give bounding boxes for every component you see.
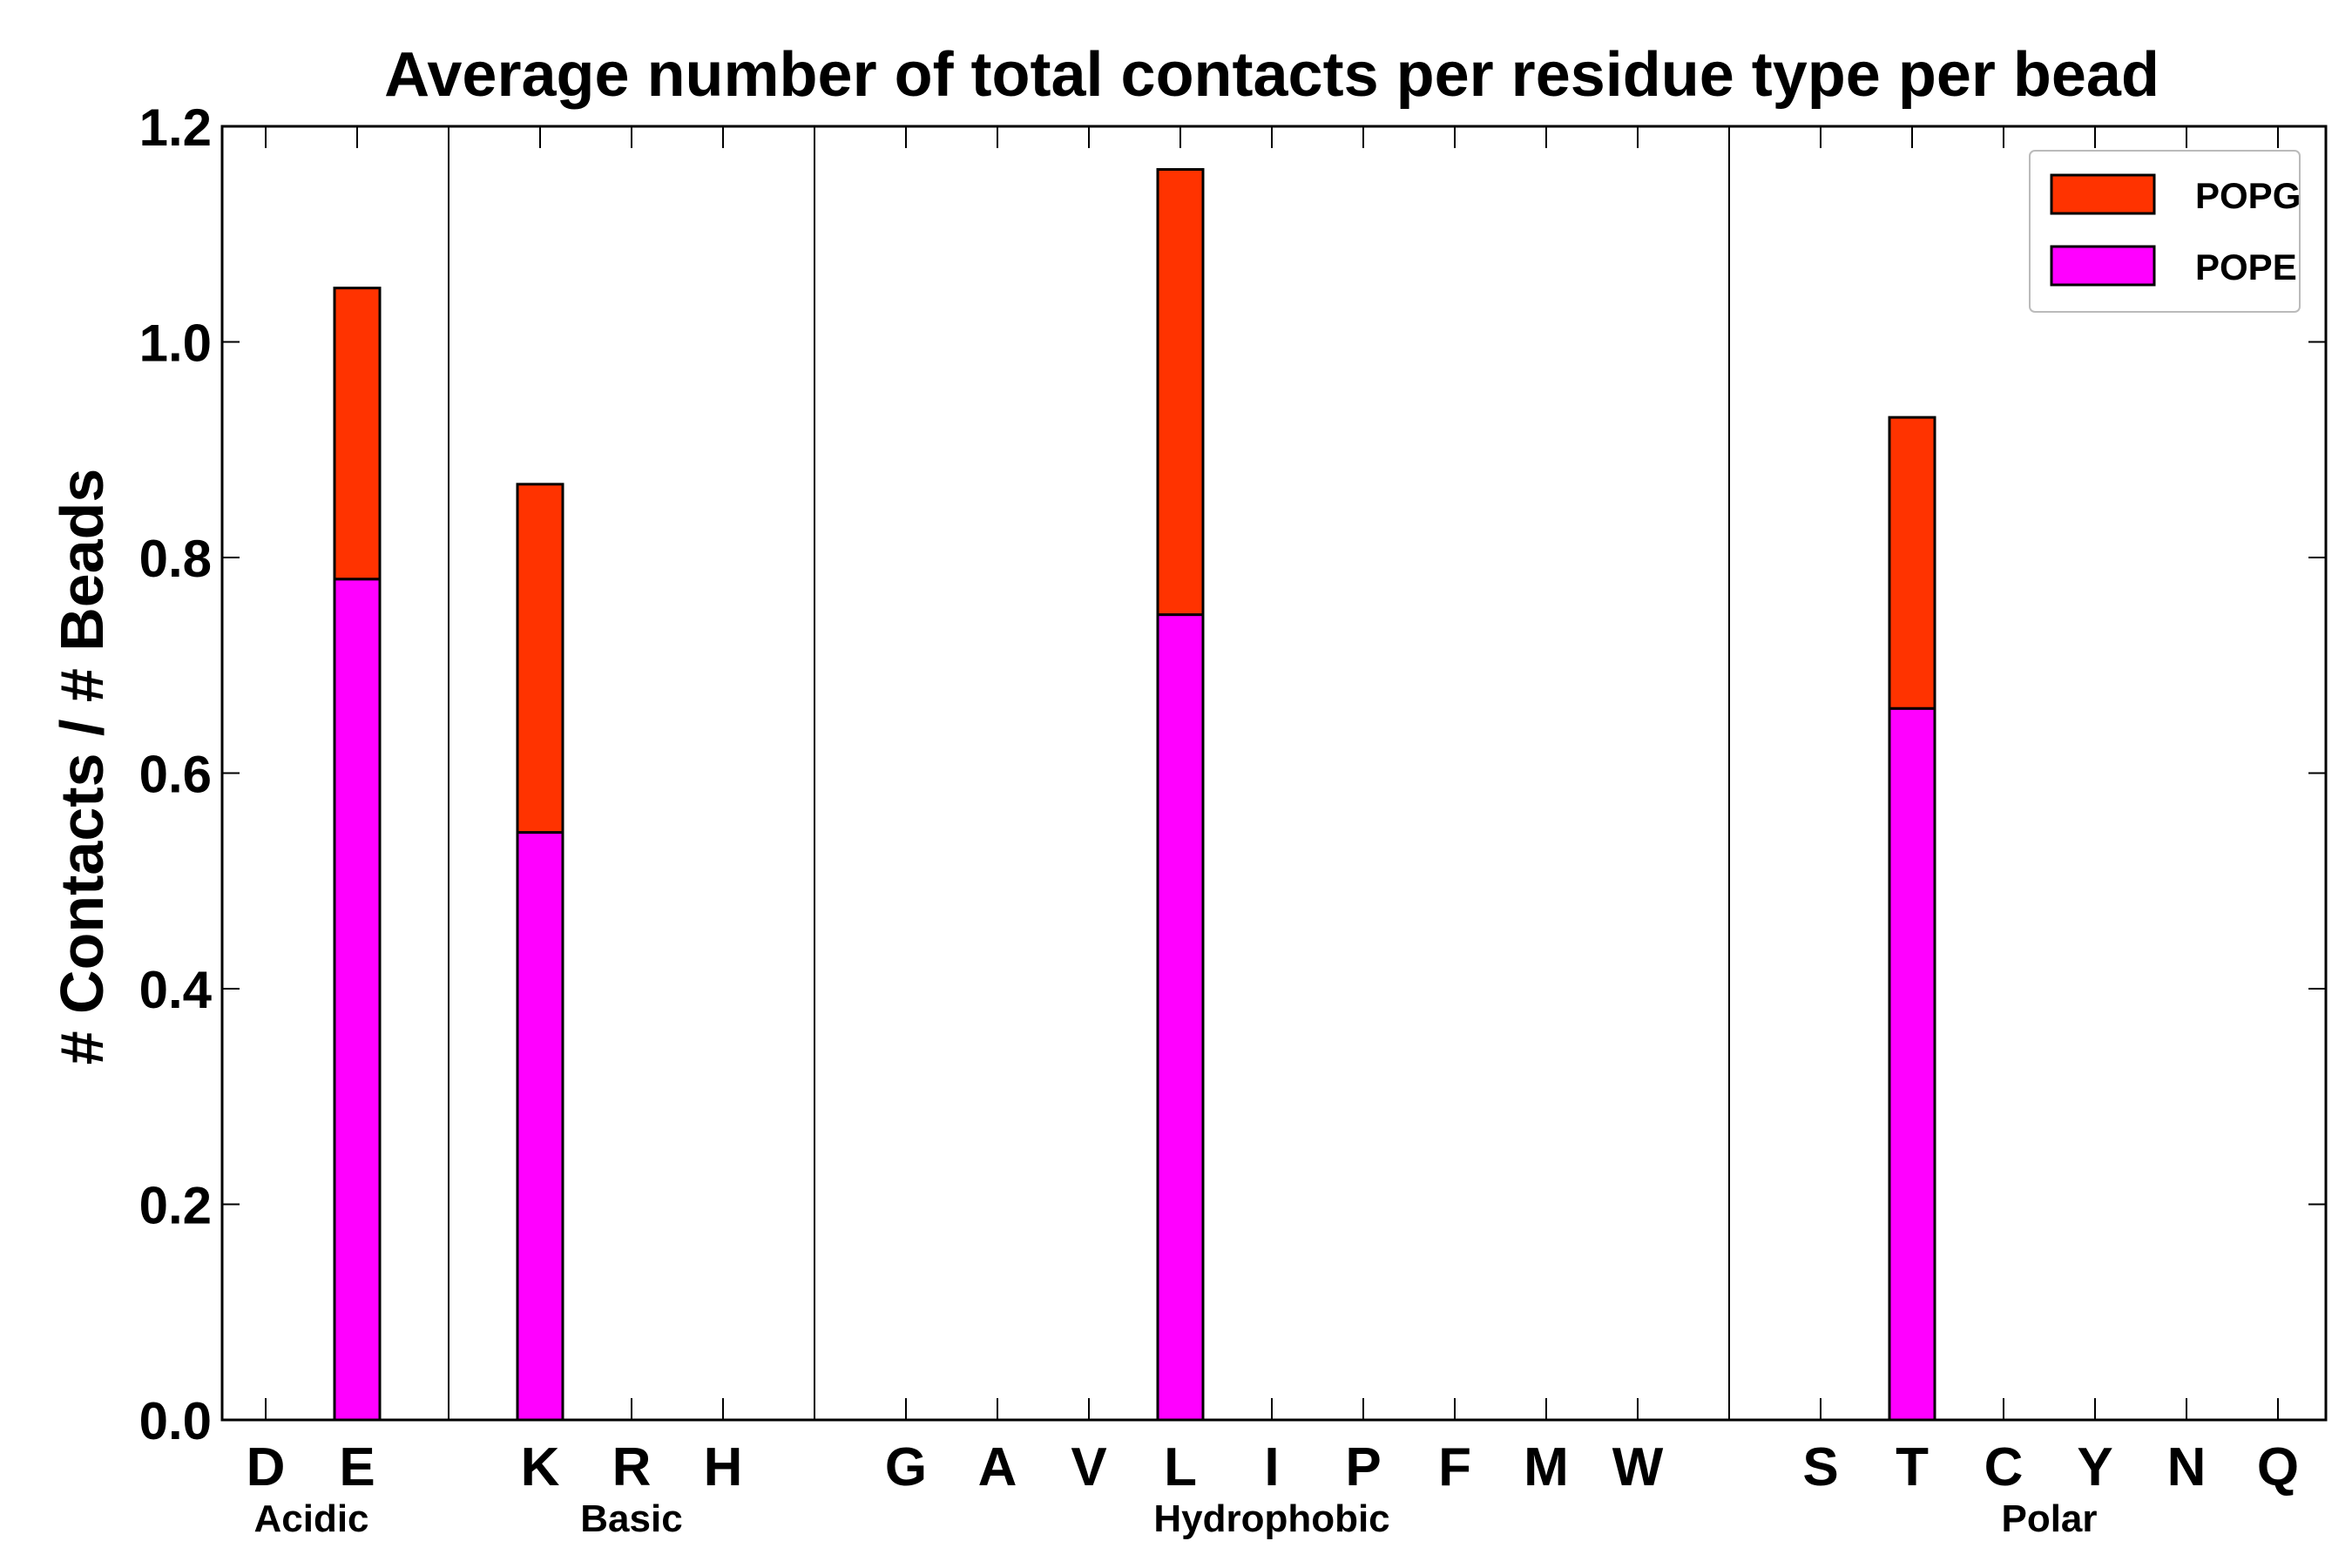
legend-label-popg: POPG bbox=[2195, 175, 2301, 216]
x-tick-label: N bbox=[2167, 1437, 2207, 1497]
x-tick-label: Q bbox=[2257, 1437, 2299, 1497]
x-tick-label: K bbox=[521, 1437, 560, 1497]
x-tick-label: G bbox=[885, 1437, 927, 1497]
legend-label-pope: POPE bbox=[2195, 247, 2297, 287]
bar-popg-k bbox=[516, 483, 564, 835]
bar-pope-e bbox=[333, 578, 382, 1422]
x-tick-label: R bbox=[612, 1437, 652, 1497]
group-label: Acidic bbox=[253, 1497, 368, 1540]
y-tick-label: 1.2 bbox=[139, 98, 212, 157]
x-tick-label: S bbox=[1802, 1437, 1838, 1497]
y-tick-label: 1.0 bbox=[139, 314, 212, 373]
bar-popg-e bbox=[333, 287, 382, 581]
x-tick-label: Y bbox=[2077, 1437, 2112, 1497]
group-label: Polar bbox=[2001, 1497, 2097, 1540]
y-tick-label: 0.2 bbox=[139, 1177, 212, 1235]
y-tick-labels: 0.0 0.2 0.4 0.6 0.8 1.0 1.2 bbox=[139, 98, 213, 1450]
x-tick-label: T bbox=[1896, 1437, 1929, 1497]
y-tick-label: 0.6 bbox=[139, 746, 212, 804]
bar-pope-l bbox=[1156, 613, 1205, 1422]
bar-popg-l bbox=[1156, 168, 1205, 617]
y-tick-label: 0.0 bbox=[139, 1392, 212, 1450]
y-axis-label: # Contacts / # Beads bbox=[48, 469, 116, 1065]
x-tick-label: P bbox=[1345, 1437, 1381, 1497]
bar-pope-t bbox=[1888, 706, 1936, 1422]
x-tick-label: D bbox=[247, 1437, 286, 1497]
bars bbox=[333, 168, 1936, 1422]
x-tick-label: M bbox=[1524, 1437, 1569, 1497]
group-separators bbox=[448, 126, 1730, 1420]
legend-swatch-pope bbox=[2050, 245, 2156, 287]
y-tick-label: 0.8 bbox=[139, 530, 212, 588]
group-label: Hydrophobic bbox=[1153, 1497, 1389, 1540]
bar-pope-k bbox=[516, 831, 564, 1422]
x-tick-label: L bbox=[1164, 1437, 1197, 1497]
x-tick-label: C bbox=[1984, 1437, 2024, 1497]
x-tick-label: E bbox=[339, 1437, 375, 1497]
x-tick-label: I bbox=[1264, 1437, 1279, 1497]
plot-frame bbox=[220, 125, 2328, 1422]
group-labels: Acidic Basic Hydrophobic Polar bbox=[253, 1497, 2097, 1540]
x-tick-label: W bbox=[1612, 1437, 1664, 1497]
x-tick-label: H bbox=[704, 1437, 743, 1497]
legend-swatch-popg bbox=[2050, 173, 2156, 215]
legend: POPG POPE bbox=[2029, 150, 2301, 313]
group-label: Basic bbox=[580, 1497, 682, 1540]
x-tick-label: F bbox=[1438, 1437, 1471, 1497]
chart-title: Average number of total contacts per res… bbox=[384, 40, 2159, 110]
x-tick-label: A bbox=[978, 1437, 1017, 1497]
x-tick-label: V bbox=[1071, 1437, 1106, 1497]
y-tick-label: 0.4 bbox=[139, 961, 213, 1019]
bar-popg-t bbox=[1888, 416, 1936, 710]
